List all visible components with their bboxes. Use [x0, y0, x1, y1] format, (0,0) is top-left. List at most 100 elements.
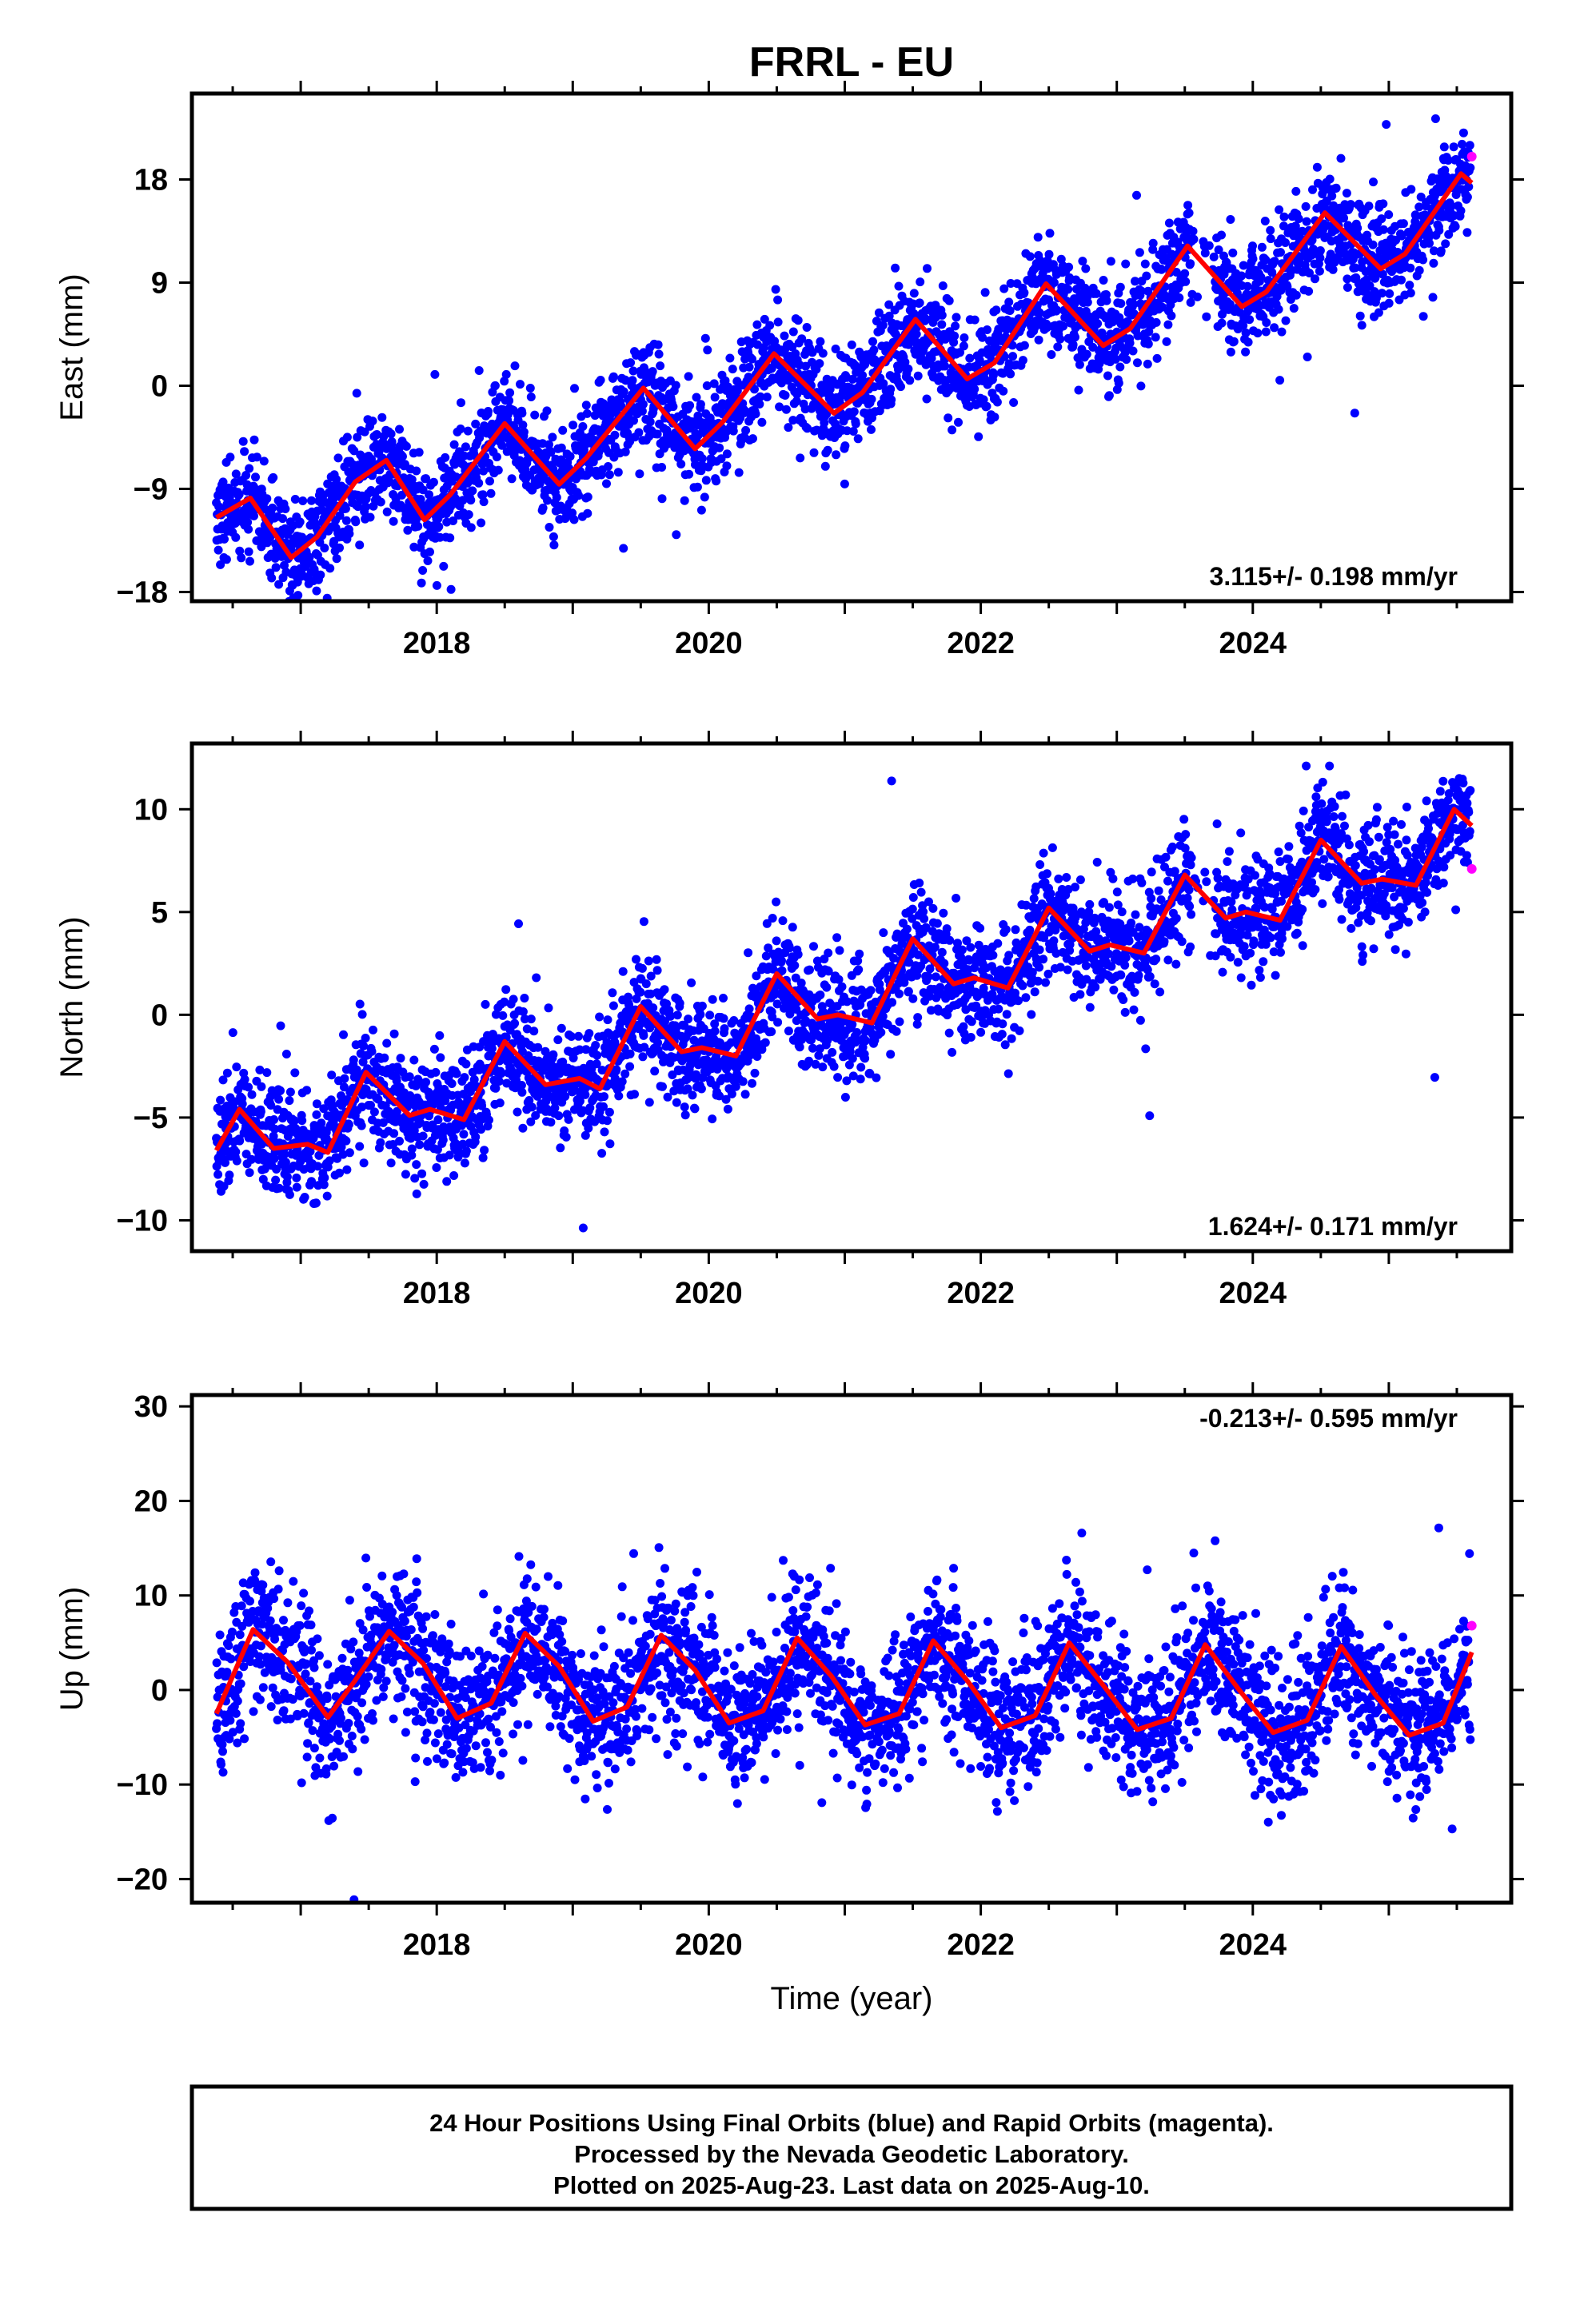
east-final-point — [923, 395, 932, 404]
east-final-point — [990, 413, 999, 421]
east-final-point — [916, 298, 924, 307]
east-final-point — [676, 460, 685, 468]
north-final-point — [370, 1107, 379, 1116]
east-final-point — [1406, 289, 1415, 297]
east-final-point — [696, 400, 705, 409]
east-final-point — [240, 447, 249, 456]
north-final-point — [229, 1028, 237, 1037]
east-final-point — [1457, 206, 1466, 215]
north-final-point — [432, 1163, 441, 1172]
north-final-point — [816, 991, 824, 999]
north-final-point — [302, 1086, 311, 1094]
east-final-point — [377, 498, 385, 507]
north-final-point — [818, 1062, 827, 1071]
east-final-point — [780, 332, 789, 341]
north-final-point — [529, 1026, 538, 1035]
north-final-point — [768, 914, 777, 923]
east-final-point — [938, 311, 947, 320]
east-final-point — [728, 365, 737, 373]
east-final-point — [1103, 372, 1112, 381]
east-final-point — [1463, 193, 1472, 201]
east-final-point — [543, 406, 552, 415]
east-final-point — [1356, 312, 1365, 321]
east-final-point — [1369, 241, 1378, 249]
north-final-point — [836, 946, 844, 955]
east-final-point — [1237, 272, 1246, 281]
north-final-point — [233, 1157, 241, 1166]
east-final-point — [693, 483, 702, 492]
east-final-point — [1107, 257, 1115, 265]
east-final-point — [466, 496, 475, 504]
north-final-point — [274, 1095, 283, 1104]
east-final-point — [896, 382, 905, 391]
east-final-point — [231, 533, 240, 542]
east-final-point — [1466, 163, 1474, 172]
east-final-point — [886, 385, 895, 393]
east-final-point — [549, 540, 558, 549]
north-final-point — [380, 1054, 389, 1062]
east-final-point — [1379, 199, 1387, 208]
east-final-point — [974, 433, 983, 441]
north-final-point — [867, 986, 876, 995]
north-final-point — [248, 1090, 257, 1099]
east-final-point — [684, 470, 693, 479]
east-final-point — [905, 376, 914, 385]
east-final-point — [824, 446, 832, 455]
east-final-point — [832, 450, 840, 459]
east-final-point — [983, 325, 991, 334]
north-final-point — [879, 928, 888, 937]
north-final-point — [376, 1138, 385, 1147]
east-final-point — [1141, 260, 1150, 269]
east-final-point — [1382, 120, 1390, 129]
north-final-point — [605, 1139, 614, 1148]
north-final-point — [312, 1198, 321, 1207]
east-final-point — [245, 464, 253, 473]
east-final-point — [245, 548, 253, 556]
east-final-point — [1462, 228, 1471, 237]
east-final-point — [757, 418, 766, 427]
east-final-point — [1459, 129, 1468, 138]
east-final-point — [369, 417, 377, 425]
north-final-point — [619, 967, 628, 976]
east-final-point — [1218, 319, 1227, 328]
east-final-point — [940, 362, 949, 371]
east-final-point — [954, 418, 963, 427]
north-final-point — [340, 1074, 349, 1083]
east-final-point — [944, 413, 952, 422]
north-final-point — [785, 943, 794, 952]
north-final-point — [592, 1051, 601, 1060]
north-final-point — [888, 776, 896, 785]
east-final-point — [293, 591, 302, 600]
east-final-point — [267, 574, 276, 583]
east-final-point — [1290, 304, 1299, 313]
east-final-point — [468, 486, 477, 495]
east-final-point — [869, 345, 878, 354]
east-final-point — [1143, 360, 1152, 369]
east-final-point — [1353, 224, 1362, 233]
north-final-point — [653, 966, 662, 975]
east-final-point — [1242, 329, 1251, 337]
east-final-point — [748, 434, 757, 443]
north-final-point — [748, 1079, 756, 1088]
east-final-point — [1055, 335, 1064, 344]
east-final-point — [1050, 278, 1059, 287]
east-final-point — [1406, 264, 1414, 273]
north-final-point — [822, 983, 831, 992]
east-final-point — [222, 555, 231, 564]
east-final-point — [715, 444, 724, 452]
north-final-point — [269, 1115, 278, 1124]
east-final-point — [548, 433, 557, 441]
east-final-point — [1099, 276, 1108, 285]
north-final-point — [285, 1190, 294, 1199]
east-final-point — [1399, 219, 1408, 228]
north-final-point — [784, 1026, 793, 1035]
north-final-point — [673, 1011, 682, 1019]
east-final-point — [1019, 289, 1028, 297]
north-final-point — [257, 1082, 265, 1091]
north-final-point — [216, 1096, 225, 1105]
east-final-point — [260, 456, 269, 465]
north-final-point — [872, 1074, 880, 1082]
north-final-point — [461, 1158, 469, 1167]
east-final-point — [1378, 289, 1386, 297]
